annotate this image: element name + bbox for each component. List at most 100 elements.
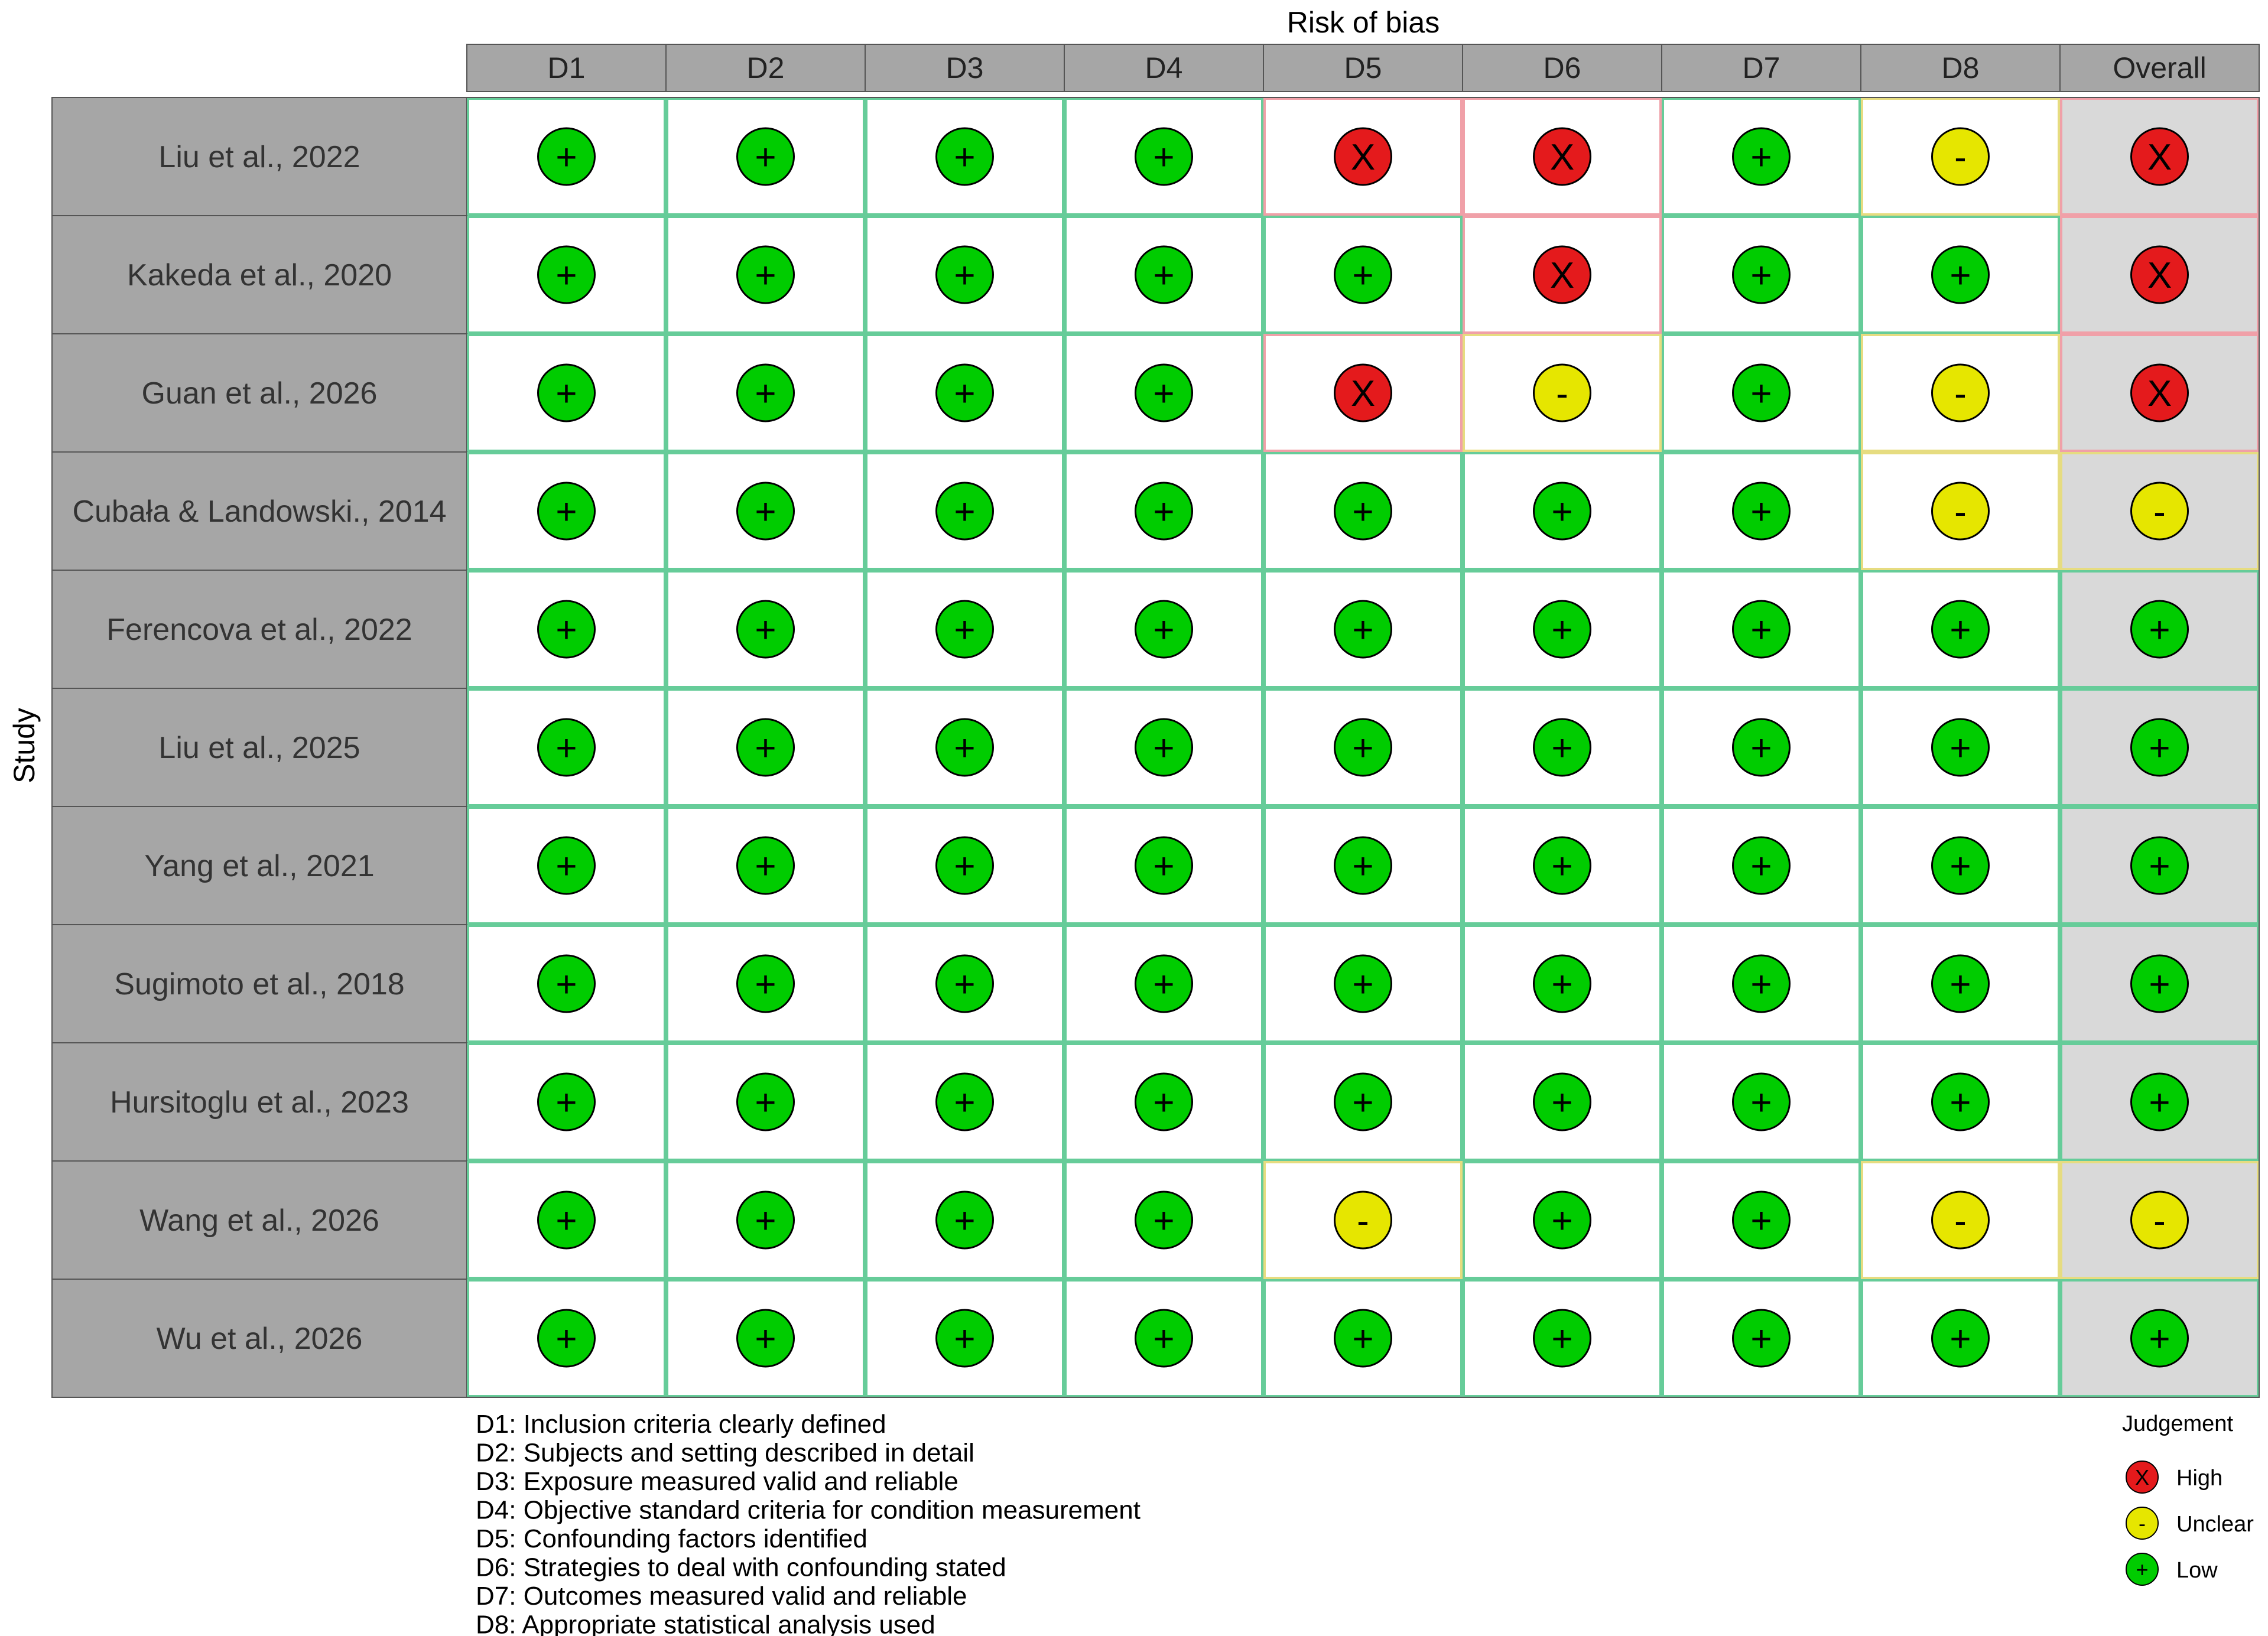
judgement-symbol: +: [755, 1082, 776, 1123]
judgement-mark-high: [2130, 245, 2189, 304]
legend-label: High: [2176, 1466, 2222, 1491]
judgement-symbol: +: [1352, 255, 1373, 296]
judgement-mark-low: [1931, 954, 1990, 1013]
judgement-mark-low: [1931, 600, 1990, 659]
judgement-mark-low: [736, 363, 795, 422]
legend-marker: [2126, 1461, 2159, 1494]
judgement-mark-low: [935, 127, 994, 186]
column-header: D8: [1942, 51, 1980, 84]
study-label: Cubała & Landowski., 2014: [72, 495, 446, 529]
judgement-symbol: -: [1357, 1201, 1369, 1241]
column-header: Overall: [2113, 51, 2206, 84]
legend-marker: [2126, 1553, 2159, 1586]
judgement-symbol: +: [1750, 1082, 1772, 1123]
judgement-symbol: +: [2149, 964, 2170, 1005]
judgement-symbol: X: [1550, 255, 1574, 296]
judgement-mark-high: [2130, 127, 2189, 186]
study-cell: [51, 806, 467, 925]
judgement-mark-low: [1135, 718, 1193, 777]
domain-descriptions: D1: Inclusion criteria clearly definedD2…: [476, 1410, 1141, 1636]
judgement-symbol: -: [1954, 137, 1967, 178]
judgement-symbol: +: [555, 1319, 577, 1359]
judgement-symbol: +: [555, 492, 577, 532]
column-header-cell: [865, 44, 1065, 92]
judgement-symbol: +: [1949, 255, 1971, 296]
judgement-symbol: X: [1550, 137, 1574, 178]
legend-label: Low: [2176, 1558, 2218, 1583]
judgement-mark-low: [736, 1072, 795, 1131]
judgement-symbol: X: [2147, 373, 2172, 414]
judgement-symbol: +: [555, 846, 577, 887]
judgement-mark-low: [935, 1072, 994, 1131]
judgement-mark-low: [1931, 718, 1990, 777]
judgement-mark-low: [935, 1191, 994, 1250]
judgement-symbol: +: [1551, 492, 1572, 532]
judgement-symbol: +: [954, 964, 975, 1005]
column-header-cell: [2059, 44, 2260, 92]
judgement-mark-low: [736, 127, 795, 186]
judgement-symbol: +: [1352, 964, 1373, 1005]
judgement-symbol: +: [1949, 728, 1971, 769]
judgement-symbol: +: [1153, 1201, 1174, 1241]
judgement-mark-low: [1334, 245, 1392, 304]
chart-title: Risk of bias: [1287, 6, 1440, 39]
judgement-mark-low: [1334, 718, 1392, 777]
judgement-symbol: +: [1750, 964, 1772, 1005]
domain-description: D5: Confounding factors identified: [476, 1524, 867, 1553]
judgement-symbol: +: [1949, 1319, 1971, 1359]
judgement-symbol: +: [755, 846, 776, 887]
judgement-symbol: +: [954, 1082, 975, 1123]
judgement-symbol: +: [1153, 1319, 1174, 1359]
judgement-symbol: +: [1551, 728, 1572, 769]
judgement-mark-unclear: [2130, 1191, 2189, 1250]
judgement-symbol: X: [1351, 373, 1375, 414]
judgement-symbol: X: [1351, 137, 1375, 178]
judgement-mark-low: [537, 600, 596, 659]
judgement-mark-low: [1533, 954, 1591, 1013]
column-header-cell: [1462, 44, 1662, 92]
judgement-symbol: +: [1551, 1082, 1572, 1123]
judgement-mark-low: [935, 1309, 994, 1368]
judgement-symbol: +: [1949, 964, 1971, 1005]
column-header-cell: [1064, 44, 1264, 92]
judgement-mark-low: [537, 127, 596, 186]
judgement-mark-unclear: [1334, 1191, 1392, 1250]
judgement-mark-low: [2130, 954, 2189, 1013]
study-label: Ferencova et al., 2022: [106, 613, 412, 647]
judgement-symbol: +: [1750, 728, 1772, 769]
judgement-symbol: +: [1352, 1082, 1373, 1123]
judgement-symbol: +: [1750, 610, 1772, 651]
judgement-symbol: +: [1551, 846, 1572, 887]
judgement-symbol: +: [954, 373, 975, 414]
judgement-symbol: +: [1352, 1319, 1373, 1359]
judgement-symbol: +: [555, 964, 577, 1005]
domain-description: D7: Outcomes measured valid and reliable: [476, 1582, 967, 1611]
judgement-symbol: +: [1949, 610, 1971, 651]
judgement-mark-low: [2130, 600, 2189, 659]
judgement-mark-low: [1732, 1191, 1791, 1250]
judgement-symbol: +: [1153, 255, 1174, 296]
judgement-symbol: +: [2149, 728, 2170, 769]
column-header: D5: [1344, 51, 1382, 84]
study-cell: [51, 688, 467, 807]
judgement-mark-low: [1334, 1072, 1392, 1131]
legend-symbol: -: [2139, 1511, 2146, 1536]
judgement-cell: [467, 1043, 666, 1161]
judgement-symbol: +: [2149, 1082, 2170, 1123]
column-header-cell: [665, 44, 866, 92]
judgement-symbol: +: [755, 728, 776, 769]
judgement-symbol: +: [1750, 492, 1772, 532]
domain-description: D4: Objective standard criteria for cond…: [476, 1496, 1141, 1525]
judgement-mark-low: [736, 600, 795, 659]
judgement-mark-low: [537, 1072, 596, 1131]
judgement-symbol: +: [555, 1082, 577, 1123]
judgement-mark-unclear: [1533, 363, 1591, 422]
study-label: Liu et al., 2022: [158, 140, 360, 174]
judgement-mark-low: [1334, 1309, 1392, 1368]
judgement-symbol: +: [555, 1201, 577, 1241]
judgement-mark-low: [1931, 1072, 1990, 1131]
column-header: D6: [1544, 51, 1581, 84]
judgement-mark-low: [1135, 363, 1193, 422]
legend-title: Judgement: [2122, 1411, 2233, 1436]
